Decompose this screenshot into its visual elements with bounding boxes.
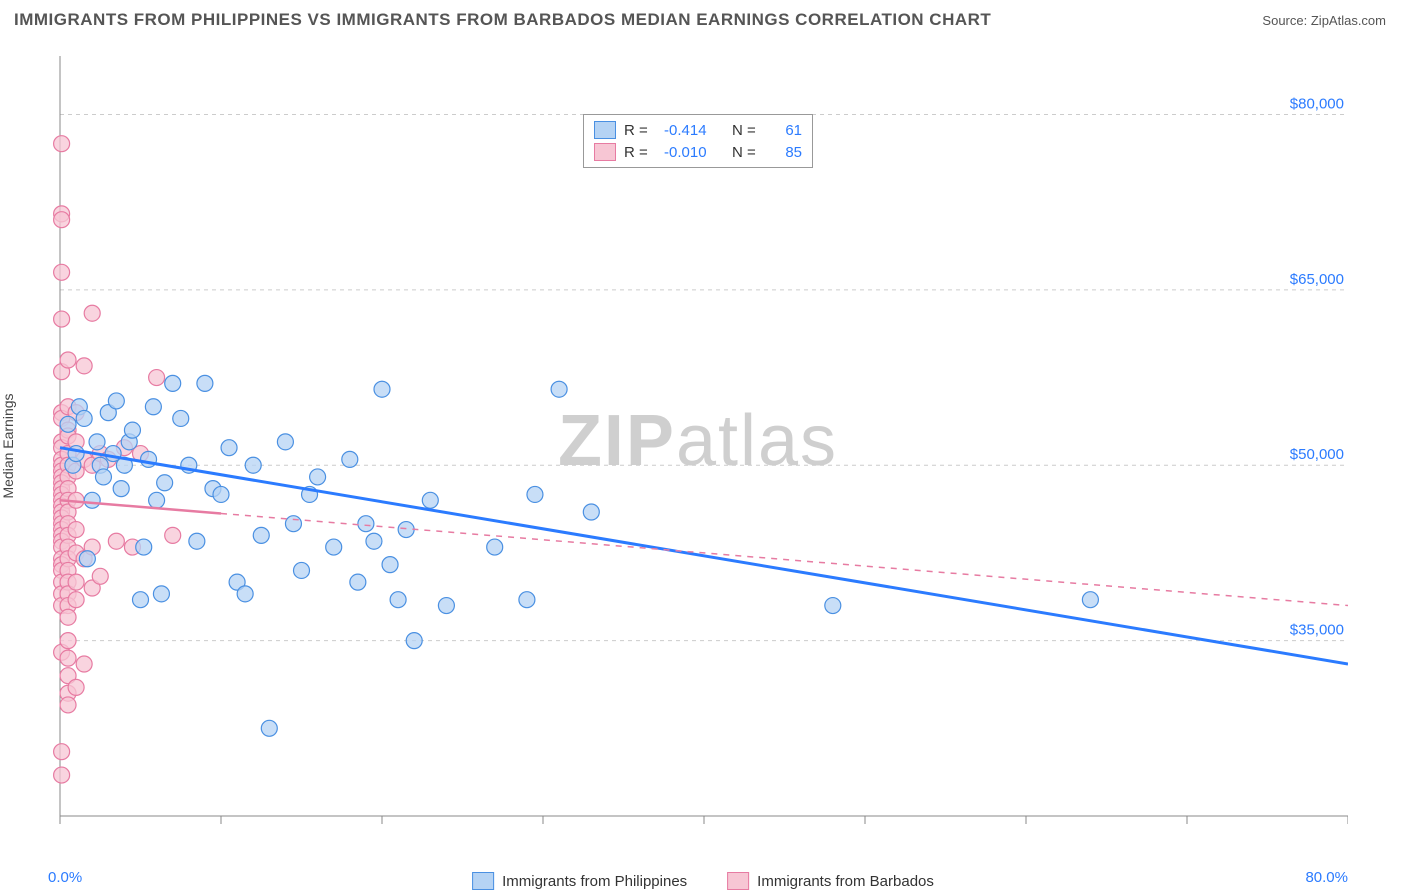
- swatch-blue-bottom: [472, 872, 494, 890]
- series-legend: Immigrants from Philippines Immigrants f…: [472, 872, 934, 890]
- source-link[interactable]: ZipAtlas.com: [1311, 13, 1386, 28]
- swatch-pink: [594, 143, 616, 161]
- svg-text:$35,000: $35,000: [1290, 622, 1344, 639]
- chart-title: IMMIGRANTS FROM PHILIPPINES VS IMMIGRANT…: [14, 10, 991, 30]
- series-pink-label: Immigrants from Barbados: [757, 873, 934, 890]
- svg-text:$80,000: $80,000: [1290, 95, 1344, 112]
- y-axis-label: Median Earnings: [0, 393, 16, 498]
- source-attribution: Source: ZipAtlas.com: [1262, 13, 1386, 28]
- swatch-pink-bottom: [727, 872, 749, 890]
- x-max-label: 80.0%: [1305, 869, 1348, 886]
- correlation-legend: R =-0.414 N =61 R =-0.010 N =85: [583, 114, 813, 168]
- scatter-plot: $35,000 $50,000 $65,000 $80,000: [48, 56, 1348, 826]
- series-blue-label: Immigrants from Philippines: [502, 873, 687, 890]
- chart-container: ZIPatlas $35,000$50,000$65,000$80,000 R …: [48, 56, 1348, 826]
- svg-text:$65,000: $65,000: [1290, 271, 1344, 288]
- swatch-blue: [594, 121, 616, 139]
- x-min-label: 0.0%: [48, 869, 82, 886]
- svg-text:$50,000: $50,000: [1290, 446, 1344, 463]
